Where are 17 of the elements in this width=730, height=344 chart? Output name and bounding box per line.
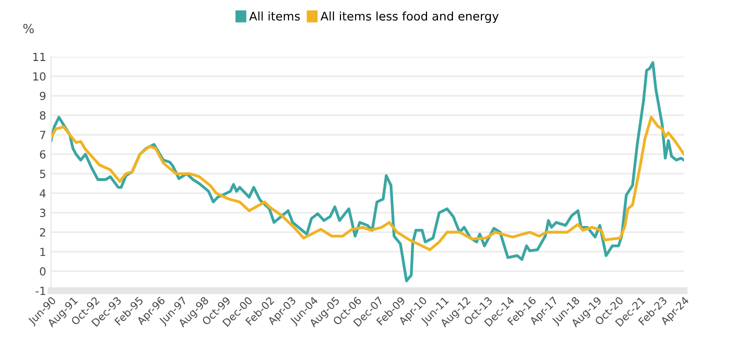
y-tick-label: -1 xyxy=(36,286,46,295)
y-tick-label: 11 xyxy=(33,52,46,61)
y-tick-label: 6 xyxy=(40,150,46,159)
y-tick-label: 2 xyxy=(40,228,46,236)
line-series xyxy=(51,116,684,252)
y-tick-label: 8 xyxy=(40,111,46,120)
y-tick-label: 3 xyxy=(40,208,46,218)
y-tick-label: 1 xyxy=(40,248,46,256)
legend-label: All items xyxy=(249,11,300,21)
y-tick-label: 5 xyxy=(40,170,46,178)
y-tick-label: 0 xyxy=(40,267,46,276)
y-axis-title: % xyxy=(23,24,34,34)
legend-label: All items less food and energy xyxy=(320,11,499,23)
y-tick-label: 4 xyxy=(40,189,46,198)
y-tick-label: 7 xyxy=(40,130,46,139)
y-tick-label: 10 xyxy=(33,72,46,81)
y-tick-label: 9 xyxy=(40,92,46,100)
